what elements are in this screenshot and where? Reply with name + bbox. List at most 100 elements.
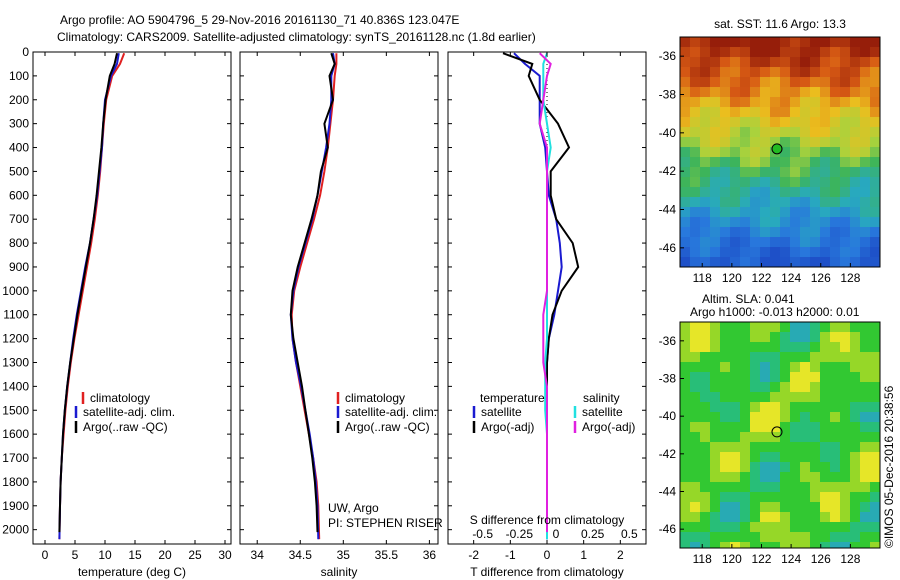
map-cell <box>710 472 720 482</box>
map-cell <box>860 217 870 227</box>
map-cell <box>740 452 750 462</box>
map-cell <box>760 332 770 342</box>
difference-panel: -2 -1 0 1 2 -0.5 -0.25 0 0.25 0.5 T difference fr… <box>447 51 647 579</box>
map-cell <box>690 492 700 502</box>
map-cell <box>700 342 710 352</box>
map-cell <box>830 47 840 57</box>
x-tick-label: 35 <box>337 548 351 562</box>
map-cell <box>740 532 750 542</box>
map-cell <box>730 47 740 57</box>
map-cell <box>740 257 750 267</box>
map-cell <box>690 372 700 382</box>
map-cell <box>860 442 870 452</box>
map-cell <box>740 522 750 532</box>
map-cell <box>770 442 780 452</box>
map-cell <box>830 492 840 502</box>
map-cell <box>690 187 700 197</box>
map-cell <box>710 402 720 412</box>
map-cell <box>800 77 810 87</box>
map-cell <box>830 382 840 392</box>
map-cell <box>810 322 820 332</box>
map-cell <box>710 67 720 77</box>
y-tick-label: -36 <box>659 334 677 348</box>
map-cell <box>730 452 740 462</box>
chart-title-line1: Argo profile: AO 5904796_5 29-Nov-2016 2… <box>60 13 459 27</box>
map-cell <box>760 502 770 512</box>
y-tick-label: -44 <box>659 485 677 499</box>
map-cell <box>750 432 760 442</box>
map-cell <box>810 402 820 412</box>
map-cell <box>680 247 690 257</box>
map-cell <box>840 247 850 257</box>
map-cell <box>710 197 720 207</box>
map-cell <box>870 147 880 157</box>
map-cell <box>850 247 860 257</box>
map-cell <box>840 77 850 87</box>
y-tick-label: -44 <box>659 203 677 217</box>
map-cell <box>840 157 850 167</box>
map-cell <box>810 422 820 432</box>
map-cell <box>860 412 870 422</box>
map-cell <box>760 362 770 372</box>
map-cell <box>760 372 770 382</box>
map-cell <box>820 147 830 157</box>
map-cell <box>820 442 830 452</box>
map-cell <box>730 97 740 107</box>
map-cell <box>830 117 840 127</box>
map-cell <box>870 482 880 492</box>
map-cell <box>730 512 740 522</box>
map-cell <box>850 167 860 177</box>
map-cell <box>680 187 690 197</box>
map-cell <box>840 542 850 548</box>
map-cell <box>780 77 790 87</box>
map-cell <box>770 227 780 237</box>
map-cell <box>700 117 710 127</box>
map-cell <box>820 187 830 197</box>
map-cell <box>780 237 790 247</box>
map-cell <box>710 117 720 127</box>
map-cell <box>690 67 700 77</box>
map-cell <box>840 402 850 412</box>
map-cell <box>760 532 770 542</box>
map-cell <box>710 452 720 462</box>
map-cell <box>860 472 870 482</box>
map-cell <box>790 137 800 147</box>
map-cell <box>740 197 750 207</box>
map-cell <box>790 462 800 472</box>
map-cell <box>770 157 780 167</box>
map-cell <box>700 57 710 67</box>
map-cell <box>750 137 760 147</box>
map-cell <box>710 157 720 167</box>
map-cell <box>730 332 740 342</box>
map-cell <box>770 127 780 137</box>
map-cell <box>870 372 880 382</box>
map-cell <box>780 392 790 402</box>
temperature-ticks: 0 5 10 15 20 25 300100200300400500600700800900… <box>2 45 232 562</box>
map-cell <box>720 482 730 492</box>
map-cell <box>700 412 710 422</box>
sla-map-title: Altim. SLA: 0.041 <box>702 292 795 306</box>
map-cell <box>760 432 770 442</box>
map-cell <box>850 147 860 157</box>
map-cell <box>800 117 810 127</box>
map-cell <box>700 522 710 532</box>
map-cell <box>750 512 760 522</box>
map-cell <box>710 127 720 137</box>
map-cell <box>750 177 760 187</box>
map-cell <box>690 512 700 522</box>
map-cell <box>820 127 830 137</box>
map-cell <box>800 362 810 372</box>
map-cell <box>870 342 880 352</box>
map-cell <box>800 237 810 247</box>
map-cell <box>770 472 780 482</box>
x-tick-label: 122 <box>751 552 771 566</box>
map-cell <box>760 522 770 532</box>
salinity-series <box>289 52 338 540</box>
map-cell <box>820 362 830 372</box>
map-cell <box>730 167 740 177</box>
map-cell <box>710 57 720 67</box>
map-cell <box>850 187 860 197</box>
map-cell <box>810 57 820 67</box>
map-cell <box>840 322 850 332</box>
map-cell <box>830 237 840 247</box>
